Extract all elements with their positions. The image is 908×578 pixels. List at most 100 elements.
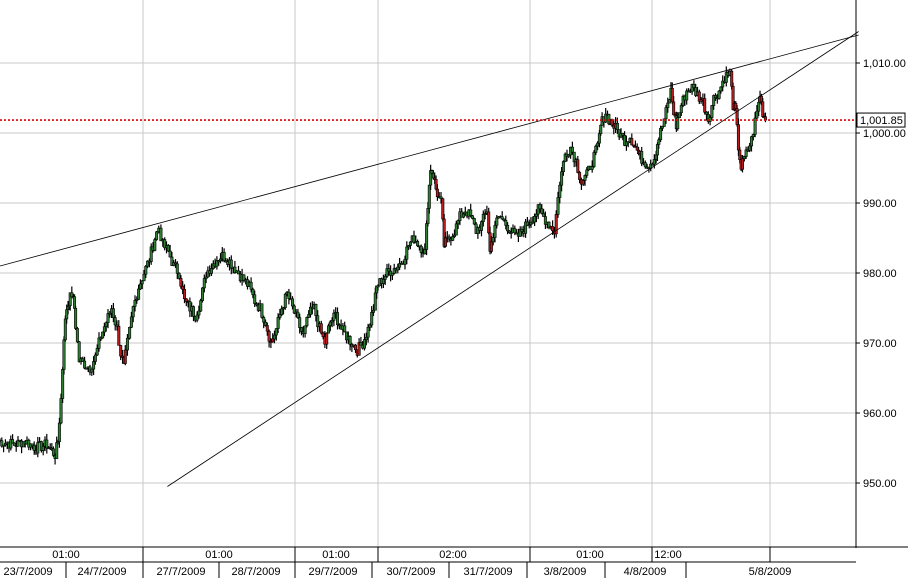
time-tick-label: 12:00 bbox=[654, 549, 682, 561]
candle-body bbox=[554, 214, 558, 235]
candle-body bbox=[184, 298, 188, 302]
candle-body bbox=[138, 283, 142, 290]
candle-body bbox=[233, 266, 237, 274]
candle-body bbox=[113, 317, 117, 326]
candle-body bbox=[703, 98, 707, 113]
y-tick-label: 970.00 bbox=[863, 338, 897, 350]
date-axis: 23/7/2009 24/7/2009 27/7/2009 28/7/2009 29/7… bbox=[4, 562, 792, 578]
candle-body bbox=[348, 336, 352, 345]
candle-body bbox=[175, 263, 179, 274]
time-tick-label: 01:00 bbox=[52, 549, 80, 561]
candle-body bbox=[283, 293, 287, 308]
candle-body bbox=[343, 325, 347, 333]
time-tick-label: 01:00 bbox=[205, 549, 233, 561]
candle-body bbox=[368, 324, 372, 328]
candle-body bbox=[660, 126, 664, 129]
candle-body bbox=[643, 162, 647, 168]
candle-body bbox=[469, 209, 473, 216]
candle-body bbox=[74, 308, 78, 329]
candle-body bbox=[278, 314, 282, 318]
date-tick-label: 23/7/2009 bbox=[4, 566, 53, 578]
candle-body bbox=[751, 134, 755, 138]
candle-body bbox=[195, 314, 199, 321]
candle-body bbox=[652, 159, 656, 165]
candle-body bbox=[456, 220, 460, 225]
date-tick-label: 30/7/2009 bbox=[387, 566, 436, 578]
candle-body bbox=[183, 289, 187, 300]
candle-body bbox=[390, 272, 394, 276]
candle-body bbox=[149, 246, 153, 262]
candle-body bbox=[423, 249, 427, 255]
candle-body bbox=[70, 292, 74, 298]
candle-body bbox=[578, 172, 582, 180]
candle-body bbox=[95, 348, 99, 356]
candle-body bbox=[748, 145, 752, 151]
candle-body bbox=[419, 245, 423, 253]
candle-body bbox=[249, 281, 253, 290]
candle-body bbox=[721, 80, 725, 88]
candle-body bbox=[744, 149, 748, 157]
candle-body bbox=[32, 445, 36, 451]
candle-body bbox=[481, 213, 485, 222]
candle-body bbox=[489, 241, 493, 252]
candle-body bbox=[93, 354, 97, 362]
candle-body bbox=[265, 325, 269, 332]
candle-body bbox=[298, 317, 302, 328]
candle-body bbox=[454, 223, 458, 236]
candle-body bbox=[16, 439, 20, 447]
candle-body bbox=[381, 279, 385, 284]
y-tick-label: 1,010.00 bbox=[863, 58, 906, 70]
candle-body bbox=[560, 171, 564, 186]
y-axis: 950.00960.00970.00980.00990.001,000.001,… bbox=[856, 58, 906, 490]
candle-body bbox=[36, 442, 40, 454]
candle-body bbox=[640, 151, 644, 164]
candle-body bbox=[561, 161, 565, 172]
candle-body bbox=[68, 292, 72, 307]
candle-body bbox=[657, 139, 661, 145]
candle-body bbox=[237, 270, 241, 275]
candle-body bbox=[398, 263, 402, 268]
candle-body bbox=[542, 213, 546, 217]
candle-body bbox=[362, 339, 366, 349]
candle-body bbox=[319, 323, 323, 334]
candle-body bbox=[125, 337, 129, 351]
candle-body bbox=[83, 360, 87, 369]
candle-body bbox=[332, 312, 336, 321]
candle-body bbox=[685, 90, 689, 101]
candle-body bbox=[547, 221, 551, 229]
candle-body bbox=[57, 422, 61, 442]
candle-body bbox=[359, 342, 363, 346]
last-price-badge: 1,001.85 bbox=[856, 112, 906, 128]
y-tick-label: 980.00 bbox=[863, 268, 897, 280]
trendline-lower bbox=[167, 31, 859, 487]
candle-body bbox=[166, 245, 170, 252]
candle-body bbox=[439, 196, 443, 199]
candle-body bbox=[506, 224, 510, 232]
candle-body bbox=[472, 218, 476, 225]
candle-body bbox=[509, 232, 513, 234]
candle-body bbox=[117, 325, 121, 346]
candle-body bbox=[742, 156, 746, 160]
candle-body bbox=[303, 325, 307, 335]
date-tick-label: 5/8/2009 bbox=[749, 566, 792, 578]
candle-body bbox=[396, 266, 400, 271]
time-tick-label: 02:00 bbox=[439, 549, 467, 561]
candle-body bbox=[387, 268, 391, 272]
candle-body bbox=[111, 308, 115, 318]
candle-body bbox=[168, 250, 172, 258]
candle-body bbox=[97, 337, 101, 349]
candle-body bbox=[90, 368, 94, 373]
candle-body bbox=[328, 321, 332, 327]
candle-body bbox=[491, 237, 495, 243]
candle-body bbox=[676, 117, 680, 130]
candle-body bbox=[287, 291, 291, 299]
candle-body bbox=[621, 132, 625, 136]
candle-body bbox=[524, 221, 528, 234]
candle-body bbox=[630, 138, 634, 146]
candle-body bbox=[366, 326, 370, 338]
candle-body bbox=[551, 226, 555, 232]
candle-body bbox=[425, 223, 429, 250]
candle-body bbox=[416, 241, 420, 247]
candle-body bbox=[242, 274, 246, 281]
last-price-label: 1,001.85 bbox=[860, 115, 903, 127]
